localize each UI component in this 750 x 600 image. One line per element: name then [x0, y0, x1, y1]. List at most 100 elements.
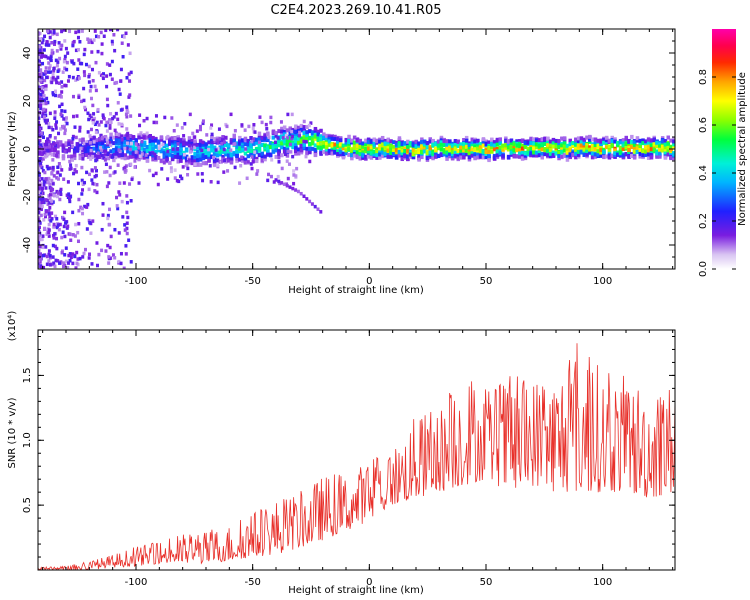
heatmap-cell — [487, 140, 491, 145]
heatmap-cell — [94, 60, 98, 65]
x-tick-label: 100 — [593, 276, 612, 287]
heatmap-cell — [235, 150, 239, 155]
heatmap-cell — [116, 29, 120, 32]
heatmap-cell — [63, 149, 67, 154]
heatmap-cell — [41, 61, 45, 66]
heatmap-cell — [212, 155, 216, 160]
heatmap-cell — [453, 138, 458, 143]
heatmap-cell — [250, 139, 254, 144]
heatmap-cell — [464, 142, 469, 147]
heatmap-cell — [646, 143, 651, 148]
heatmap-cell — [526, 146, 530, 151]
heatmap-cell — [464, 144, 469, 149]
heatmap-cell — [406, 154, 410, 159]
heatmap-cell — [68, 199, 72, 204]
heatmap-cell — [420, 140, 424, 145]
heatmap-cell — [38, 112, 40, 117]
heatmap-cell — [299, 143, 303, 148]
heatmap-cell — [100, 138, 105, 143]
heatmap-cell — [41, 234, 45, 238]
heatmap-cell — [294, 188, 298, 192]
heatmap-cell — [66, 154, 70, 159]
heatmap-cell — [392, 148, 396, 153]
heatmap-cell — [193, 162, 197, 166]
heatmap-cell — [40, 40, 44, 45]
heatmap-cell — [40, 177, 44, 181]
heatmap-cell — [431, 142, 435, 147]
heatmap-cell — [389, 144, 393, 149]
heatmap-cell — [540, 142, 544, 147]
heatmap-cell — [246, 138, 250, 143]
heatmap-cell — [276, 174, 280, 179]
heatmap-cell — [265, 127, 269, 131]
heatmap-cell — [109, 138, 113, 143]
heatmap-cell — [364, 143, 368, 148]
heatmap-cell — [425, 151, 430, 156]
heatmap-cell — [490, 149, 494, 154]
heatmap-cell — [338, 149, 343, 154]
heatmap-cell — [38, 264, 42, 269]
heatmap-cell — [282, 125, 287, 130]
heatmap-cell — [548, 148, 553, 153]
heatmap-cell — [95, 182, 99, 187]
heatmap-cell — [40, 237, 44, 242]
heatmap-cell — [89, 148, 93, 153]
heatmap-cell — [159, 149, 164, 154]
heatmap-cell — [169, 166, 173, 170]
heatmap-cell — [43, 34, 47, 39]
heatmap-cell — [71, 233, 75, 237]
heatmap-cell — [292, 181, 296, 186]
heatmap-cell — [73, 234, 77, 238]
heatmap-cell — [397, 150, 402, 155]
heatmap-cell — [425, 145, 430, 150]
heatmap-cell — [290, 134, 294, 139]
heatmap-cell — [350, 153, 354, 158]
heatmap-cell — [151, 173, 155, 178]
heatmap-cell — [560, 143, 564, 148]
heatmap-cell — [590, 146, 595, 151]
heatmap-cell — [48, 193, 52, 197]
heatmap-cell — [173, 151, 178, 156]
heatmap-cell — [406, 139, 410, 144]
heatmap-cell — [372, 149, 376, 154]
heatmap-cell — [62, 177, 66, 181]
heatmap-cell — [551, 150, 556, 155]
heatmap-cell — [229, 112, 233, 117]
heatmap-cell — [574, 155, 578, 160]
heatmap-cell — [52, 174, 56, 178]
heatmap-cell — [104, 149, 108, 153]
heatmap-cell — [61, 156, 66, 161]
heatmap-cell — [260, 135, 264, 140]
heatmap-cell — [90, 168, 94, 172]
heatmap-cell — [75, 261, 79, 266]
heatmap-cell — [216, 147, 220, 151]
heatmap-cell — [302, 139, 306, 144]
heatmap-cell — [173, 176, 177, 180]
heatmap-cell — [476, 155, 480, 160]
heatmap-cell — [506, 145, 511, 150]
heatmap-cell — [344, 148, 348, 153]
heatmap-cell — [120, 150, 124, 155]
heatmap-cell — [593, 143, 598, 148]
heatmap-cell — [484, 139, 488, 144]
heatmap-cell — [56, 141, 60, 146]
heatmap-cell — [103, 155, 108, 160]
heatmap-cell — [90, 67, 94, 72]
heatmap-cell — [40, 265, 44, 269]
heatmap-cell — [400, 157, 404, 162]
heatmap-cell — [448, 154, 452, 159]
heatmap-cell — [89, 96, 93, 101]
heatmap-cell — [347, 147, 351, 152]
heatmap-cell — [294, 143, 298, 148]
heatmap-cell — [207, 152, 211, 157]
heatmap-cell — [176, 147, 180, 151]
heatmap-cell — [456, 143, 460, 148]
heatmap-cell — [51, 165, 55, 170]
heatmap-cell — [187, 143, 191, 148]
heatmap-cell — [253, 130, 257, 134]
heatmap-cell — [599, 139, 603, 144]
heatmap-cell — [81, 148, 85, 152]
heatmap-cell — [74, 30, 78, 35]
heatmap-cell — [247, 124, 251, 129]
